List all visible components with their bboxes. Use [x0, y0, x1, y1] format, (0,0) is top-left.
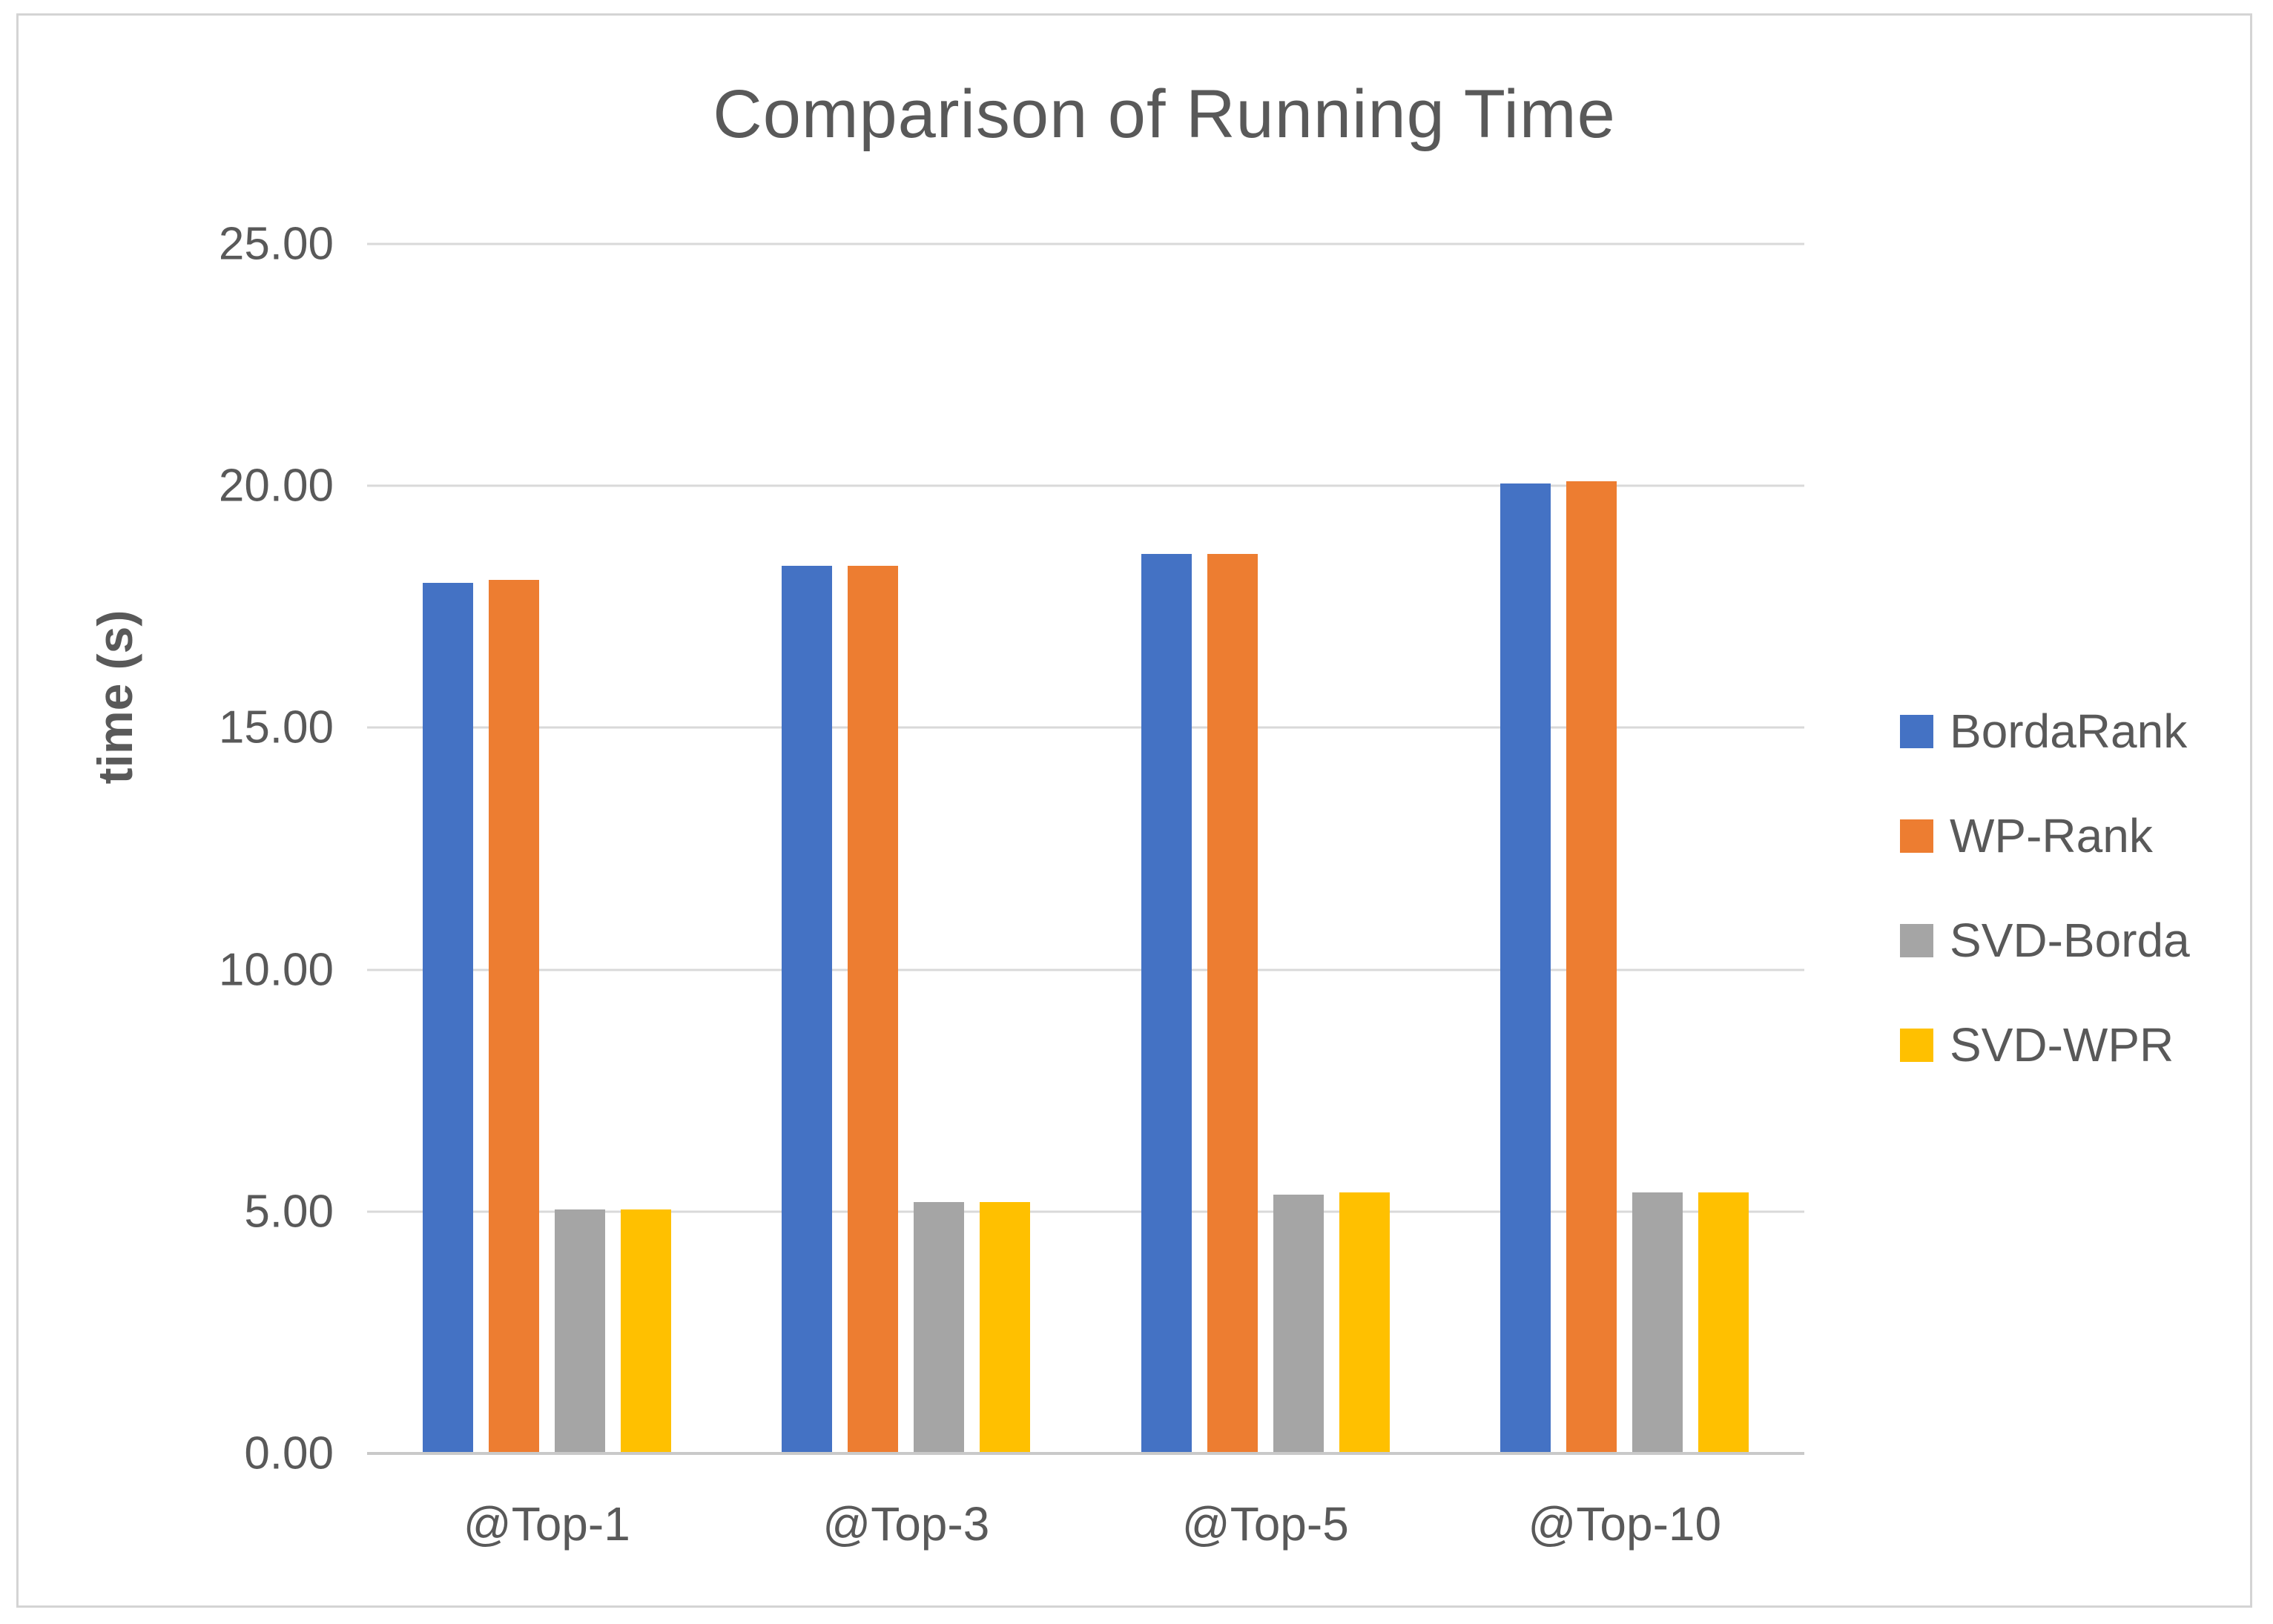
plot-area [367, 242, 1805, 1455]
bar-SVD-WPR-@Top-3 [980, 1201, 1031, 1453]
x-axis-line [367, 1452, 1804, 1455]
x-axis-labels: @Top-1 @Top-3 @Top-5 @Top-10 [367, 1496, 1804, 1563]
legend-swatch-SVD-WPR [1900, 1028, 1933, 1062]
bar-BordaRank-@Top-3 [782, 565, 833, 1453]
bar-WP-Rank-@Top-10 [1566, 481, 1617, 1453]
y-tick-label-10.00: 10.00 [218, 944, 334, 996]
y-tick-labels: 0.00 5.00 10.00 15.00 20.00 25.00 [104, 219, 334, 1479]
legend-swatch-WP-Rank [1900, 819, 1933, 853]
legend-swatch-BordaRank [1900, 714, 1933, 748]
legend-label-WP-Rank: WP-Rank [1950, 809, 2153, 862]
bar-group-@Top-3 [727, 244, 1086, 1453]
bar-SVD-Borda-@Top-1 [554, 1209, 605, 1453]
legend-label-BordaRank: BordaRank [1950, 704, 2188, 758]
y-tick-label-25.00: 25.00 [218, 218, 334, 270]
bar-WP-Rank-@Top-5 [1207, 553, 1258, 1453]
x-axis-label-@Top-1: @Top-1 [463, 1497, 630, 1551]
legend-swatch-SVD-Borda [1900, 923, 1933, 957]
bar-SVD-Borda-@Top-10 [1632, 1192, 1683, 1453]
gridline-15.00 [367, 726, 1804, 729]
legend-item-WP-Rank: WP-Rank [1900, 809, 2190, 862]
bar-SVD-Borda-@Top-3 [914, 1201, 965, 1453]
gridline-5.00 [367, 1210, 1804, 1213]
bar-SVD-WPR-@Top-1 [620, 1209, 671, 1453]
legend-item-BordaRank: BordaRank [1900, 704, 2190, 758]
gridline-20.00 [367, 484, 1804, 487]
y-tick-label-15.00: 15.00 [218, 702, 334, 753]
bar-group-@Top-10 [1445, 244, 1805, 1453]
y-tick-label-20.00: 20.00 [218, 460, 334, 512]
legend: BordaRank WP-Rank SVD-Borda SVD-WPR [1900, 704, 2190, 1072]
bar-SVD-Borda-@Top-5 [1273, 1194, 1324, 1453]
x-axis-label-@Top-5: @Top-5 [1181, 1497, 1349, 1551]
bar-WP-Rank-@Top-1 [488, 580, 539, 1453]
gridline-25.00 [367, 242, 1804, 245]
y-tick-label-0.00: 0.00 [244, 1427, 334, 1479]
x-axis-label-@Top-10: @Top-10 [1528, 1497, 1722, 1551]
gridline-10.00 [367, 968, 1804, 971]
legend-label-SVD-Borda: SVD-Borda [1950, 914, 2190, 967]
legend-label-SVD-WPR: SVD-WPR [1950, 1018, 2174, 1072]
bar-SVD-WPR-@Top-5 [1339, 1192, 1390, 1453]
legend-item-SVD-WPR: SVD-WPR [1900, 1018, 2190, 1072]
bar-BordaRank-@Top-10 [1500, 483, 1551, 1453]
x-axis-label-@Top-3: @Top-3 [822, 1497, 990, 1551]
y-tick-label-5.00: 5.00 [244, 1186, 334, 1238]
chart-title: Comparison of Running Time [713, 76, 1616, 152]
chart-frame [16, 13, 2252, 1608]
bar-BordaRank-@Top-1 [422, 582, 473, 1453]
bar-group-@Top-5 [1086, 244, 1445, 1453]
bar-SVD-WPR-@Top-10 [1698, 1192, 1749, 1453]
bar-WP-Rank-@Top-3 [848, 565, 899, 1453]
legend-item-SVD-Borda: SVD-Borda [1900, 914, 2190, 967]
bar-group-@Top-1 [367, 244, 727, 1453]
bar-BordaRank-@Top-5 [1141, 553, 1192, 1453]
